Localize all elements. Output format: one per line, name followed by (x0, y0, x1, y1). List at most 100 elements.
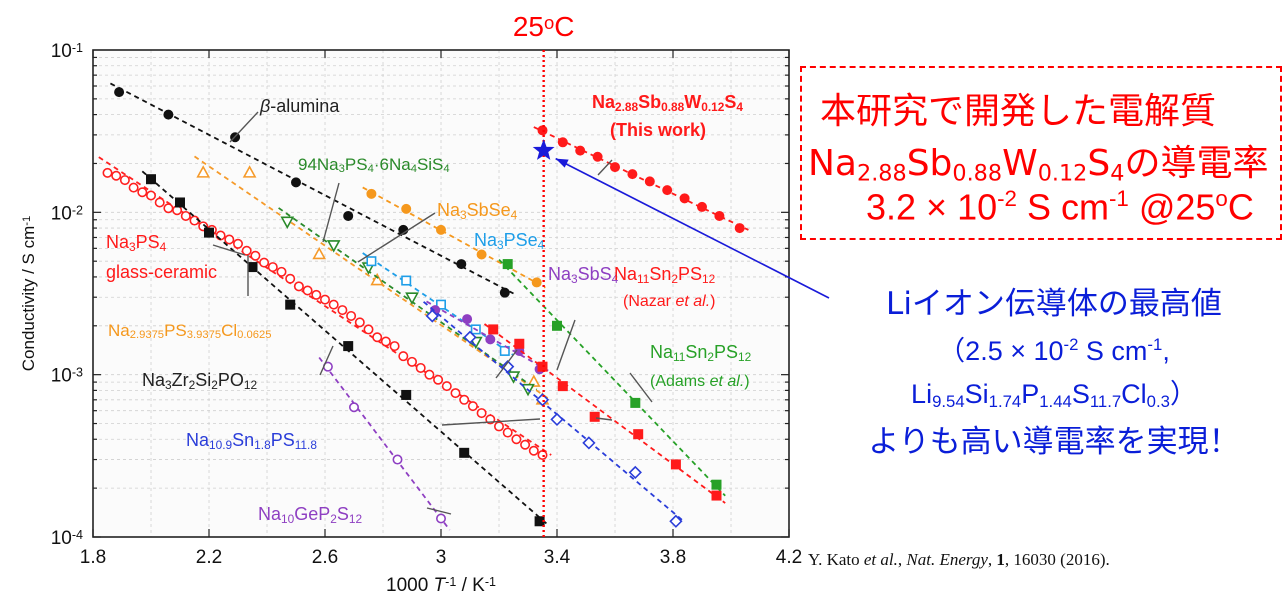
pointer-line (597, 159, 613, 176)
series-group (533, 125, 749, 234)
data-point (476, 408, 487, 419)
li-note-line-2: （2.5 × 10-2 S cm-1, (938, 334, 1170, 366)
x-tick-label: 3.4 (544, 547, 571, 568)
data-point (154, 197, 165, 208)
series-label-ge: Na10GeP2S12 (258, 504, 362, 526)
data-point (146, 174, 157, 185)
series-group (423, 301, 686, 528)
data-point (343, 210, 354, 221)
x-tick-label: 2.6 (312, 547, 338, 568)
y-tick-label: 10-4 (51, 528, 83, 549)
data-point (463, 330, 477, 344)
data-point (319, 294, 330, 305)
series-label-this1: Na2.88Sb0.88W0.12S4 (592, 92, 743, 114)
arrow-head (555, 158, 569, 168)
data-point (146, 190, 157, 201)
data-point (679, 193, 690, 204)
data-point (462, 314, 473, 325)
series-group (362, 186, 546, 289)
data-point (242, 165, 257, 178)
arrow-line (555, 157, 830, 299)
data-point (633, 429, 644, 440)
data-point (233, 238, 244, 249)
series-label-adams: Na11Sn2PS12 (650, 342, 751, 364)
data-point (285, 273, 296, 284)
data-point (405, 292, 419, 305)
data-point (528, 445, 539, 456)
pointer-line (595, 417, 613, 421)
series-label-cl: Na2.9375PS3.9375Cl0.0625 (108, 321, 271, 341)
pointer-line (357, 212, 436, 263)
room-temp-label: 25oC (513, 11, 575, 42)
data-point (485, 334, 496, 345)
x-tick-label: 4.2 (776, 547, 802, 568)
li-comparison-note: Liイオン伝導体の最高値 （2.5 × 10-2 S cm-1, Li9.54S… (828, 278, 1280, 461)
data-point (163, 203, 174, 214)
data-point (502, 427, 513, 438)
series-group (498, 259, 726, 497)
data-point (189, 215, 200, 226)
pointer-line (229, 111, 259, 143)
data-point (734, 223, 745, 234)
x-tick-label: 1.8 (80, 547, 106, 568)
series-label-sbs: Na3SbS4 (548, 264, 619, 286)
data-point (398, 351, 409, 362)
data-point (424, 369, 435, 380)
data-point (499, 287, 510, 298)
data-point (337, 305, 348, 316)
pointer-line (426, 507, 452, 515)
data-point (459, 447, 470, 458)
series-group (141, 170, 549, 527)
data-point (401, 203, 412, 214)
li-note-line-3: Li9.54Si1.74P1.44S11.7Cl0.3） (911, 379, 1197, 412)
data-point (328, 299, 339, 310)
series-label-sbse: Na3SbSe4 (437, 200, 518, 222)
pointer-line (322, 182, 340, 243)
series-label-beta: β-alumina (259, 96, 340, 116)
data-point (526, 374, 541, 387)
note-line-3: 3.2 × 10-2 S cm-1 @25oC (866, 186, 1254, 228)
x-tick-label: 3.8 (660, 547, 686, 568)
data-point (363, 324, 374, 335)
data-point (435, 299, 446, 310)
data-point (389, 341, 400, 352)
data-point (280, 216, 295, 230)
li-note-line-1: Liイオン伝導体の最高値 (886, 286, 1222, 322)
fit-line (278, 207, 538, 391)
data-point (366, 188, 377, 199)
data-point (628, 465, 642, 480)
y-tick-label: 10-3 (51, 365, 83, 386)
data-point (111, 170, 122, 181)
series-label-nasn: Na10.9Sn1.8PS11.8 (186, 430, 317, 452)
li-note-line-4: よりも高い導電率を実現！ (868, 424, 1240, 461)
data-point (175, 197, 186, 208)
data-point (582, 436, 596, 450)
fit-line (318, 356, 451, 531)
data-point (551, 320, 562, 331)
data-point (502, 259, 513, 270)
data-point (348, 402, 359, 413)
data-point (392, 454, 403, 465)
data-point (346, 310, 357, 321)
data-point (467, 401, 478, 412)
data-point (247, 262, 258, 273)
data-point (433, 374, 444, 385)
data-point (441, 381, 452, 392)
data-point (267, 262, 278, 273)
plot-area (93, 50, 789, 537)
data-point (196, 165, 211, 178)
data-point (592, 151, 603, 162)
note-line-1: 本研究で開発した電解質 (820, 91, 1217, 132)
data-point (644, 176, 655, 187)
data-point (250, 250, 261, 261)
data-point (711, 490, 722, 501)
data-point (312, 246, 327, 260)
data-point (241, 245, 252, 256)
data-point (114, 87, 125, 98)
data-point (520, 439, 531, 450)
series-group (318, 356, 451, 531)
pointer-line (629, 372, 653, 403)
data-point (531, 277, 542, 288)
data-point (609, 162, 620, 173)
pointer-line (441, 418, 541, 426)
